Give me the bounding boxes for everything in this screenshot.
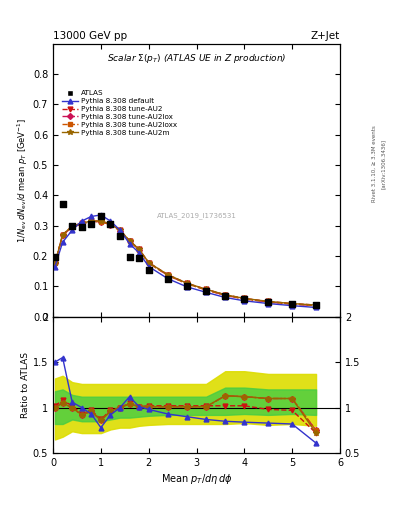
Point [222,292,228,300]
Text: Z+Jet: Z+Jet [311,31,340,41]
Point [165,274,171,283]
Point [98,212,104,221]
Point [184,282,190,290]
Point [52,253,58,262]
Y-axis label: $1/N_\mathrm{ev}\,dN_\mathrm{ev}/d$ mean $p_T$ [GeV$^{-1}$]: $1/N_\mathrm{ev}\,dN_\mathrm{ev}/d$ mean… [16,117,30,243]
Point [241,295,248,303]
Text: ATLAS_2019_I1736531: ATLAS_2019_I1736531 [156,212,237,219]
Text: Scalar $\Sigma(p_T)$ (ATLAS UE in Z production): Scalar $\Sigma(p_T)$ (ATLAS UE in Z prod… [107,52,286,65]
Point [79,223,85,231]
Text: 13000 GeV pp: 13000 GeV pp [53,31,127,41]
Point [313,301,319,309]
Y-axis label: Ratio to ATLAS: Ratio to ATLAS [21,352,30,418]
Point [203,287,209,295]
Text: [arXiv:1306.3436]: [arXiv:1306.3436] [381,139,386,189]
Text: Rivet 3.1.10, ≥ 3.3M events: Rivet 3.1.10, ≥ 3.3M events [372,125,376,202]
X-axis label: Mean $p_T/d\eta\,d\phi$: Mean $p_T/d\eta\,d\phi$ [161,472,232,486]
Point [88,220,94,228]
Point [107,220,114,228]
Point [265,298,271,306]
Point [59,200,66,208]
Point [69,222,75,230]
Point [117,232,123,240]
Point [145,265,152,273]
Point [136,254,142,263]
Point [127,252,133,261]
Point [289,301,295,309]
Legend: ATLAS, Pythia 8.308 default, Pythia 8.308 tune-AU2, Pythia 8.308 tune-AU2lox, Py: ATLAS, Pythia 8.308 default, Pythia 8.30… [59,88,180,138]
